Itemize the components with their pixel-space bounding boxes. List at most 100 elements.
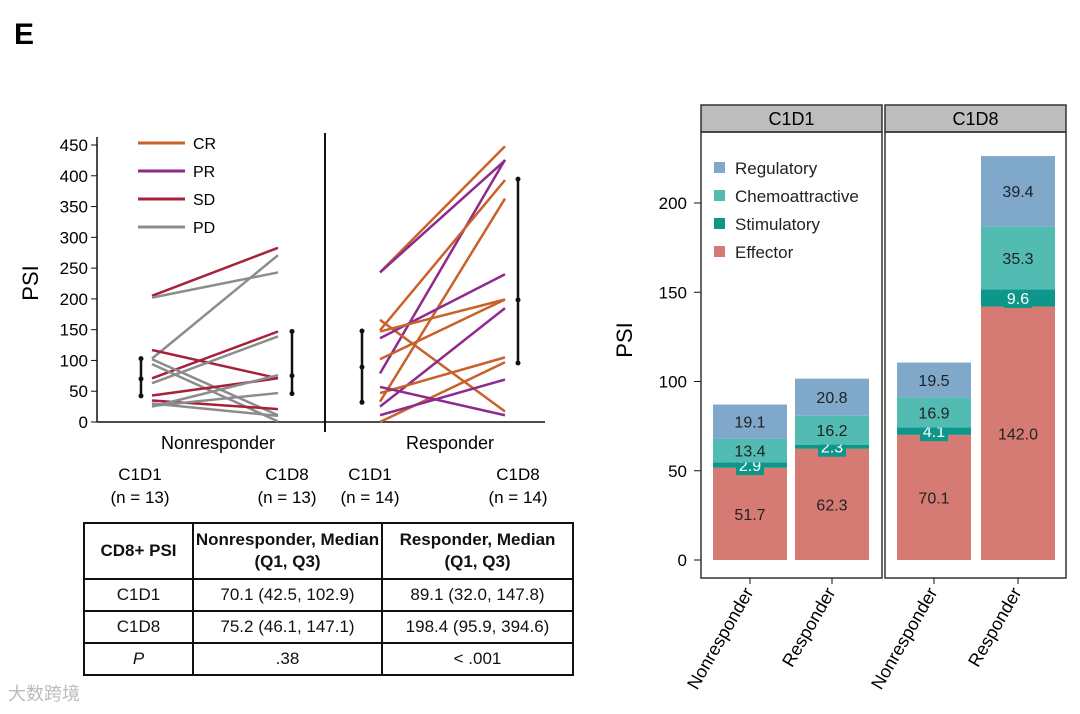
bar-segment-regulatory bbox=[897, 362, 971, 398]
facet-strip bbox=[700, 104, 883, 133]
legend-swatch-regulatory bbox=[714, 162, 725, 173]
table-cell: C1D1 bbox=[83, 578, 194, 612]
data-label: 9.6 bbox=[1007, 291, 1029, 308]
data-label: 142.0 bbox=[998, 426, 1038, 443]
table-row: P .38 < .001 bbox=[83, 642, 574, 676]
label-bg bbox=[1004, 289, 1032, 308]
y-tick-label: 100 bbox=[659, 373, 687, 392]
bar-segment-chemoattractive bbox=[713, 438, 787, 463]
patient-line-CR bbox=[379, 145, 506, 274]
y-tick-label: 150 bbox=[659, 283, 687, 302]
patient-line-PD bbox=[151, 271, 279, 299]
summary-point bbox=[138, 376, 144, 382]
table-cell: 70.1 (42.5, 102.9) bbox=[192, 578, 383, 612]
y-tick-label: 450 bbox=[60, 136, 88, 155]
patient-line-PD bbox=[151, 402, 279, 418]
data-label: 19.5 bbox=[918, 373, 949, 390]
legend-label: Stimulatory bbox=[735, 215, 821, 234]
y-tick-label: 400 bbox=[60, 167, 88, 186]
patient-line-SD bbox=[151, 348, 279, 380]
table-cell: 198.4 (95.9, 394.6) bbox=[381, 610, 574, 644]
x-tick-label: Nonresponder bbox=[683, 584, 757, 693]
timepoint-label: C1D1 bbox=[348, 465, 391, 484]
n-label: (n = 13) bbox=[110, 488, 169, 507]
data-label: 19.1 bbox=[734, 415, 765, 432]
y-tick-label: 300 bbox=[60, 228, 88, 247]
table-cell: 89.1 (32.0, 147.8) bbox=[381, 578, 574, 612]
y-tick-label: 50 bbox=[668, 462, 687, 481]
patient-line-PR bbox=[379, 385, 506, 417]
n-label: (n = 13) bbox=[257, 488, 316, 507]
y-tick-label: 350 bbox=[60, 198, 88, 217]
x-tick-label: Responder bbox=[964, 584, 1025, 670]
y-tick-label: 0 bbox=[79, 413, 88, 432]
data-label: 35.3 bbox=[1002, 251, 1033, 268]
bar-segment-effector bbox=[795, 448, 869, 560]
patient-line-PR bbox=[379, 378, 506, 417]
patient-line-PR bbox=[378, 159, 507, 375]
y-tick-label: 250 bbox=[60, 259, 88, 278]
y-tick-label: 200 bbox=[659, 194, 687, 213]
group-label: Nonresponder bbox=[161, 433, 275, 453]
legend-swatch-chemoattractive bbox=[714, 190, 725, 201]
patient-line-PD bbox=[151, 374, 279, 408]
bar-segment-chemoattractive bbox=[981, 226, 1055, 290]
data-label: 20.8 bbox=[816, 390, 847, 407]
bar-segment-effector bbox=[897, 434, 971, 560]
bar-segment-regulatory bbox=[795, 378, 869, 416]
patient-line-PD bbox=[151, 335, 279, 385]
patient-line-PD bbox=[151, 362, 279, 423]
timepoint-label: C1D1 bbox=[118, 465, 161, 484]
bar-segment-chemoattractive bbox=[795, 415, 869, 445]
bar-segment-effector bbox=[713, 467, 787, 560]
y-tick-label: 0 bbox=[678, 551, 687, 570]
patient-line-SD bbox=[151, 330, 279, 380]
data-label: 13.4 bbox=[734, 444, 765, 461]
data-label: 16.9 bbox=[918, 405, 949, 422]
table-cell: P bbox=[83, 642, 194, 676]
y-tick-label: 200 bbox=[60, 290, 88, 309]
summary-point bbox=[359, 399, 365, 405]
data-label: 51.7 bbox=[734, 507, 765, 524]
table-header-row: CD8+ PSI Nonresponder, Median (Q1, Q3) R… bbox=[83, 522, 574, 580]
summary-point bbox=[289, 391, 295, 397]
facet-panel bbox=[700, 131, 883, 579]
legend-label: Chemoattractive bbox=[735, 187, 859, 206]
legend-label: PR bbox=[193, 164, 215, 181]
facet-label: C1D1 bbox=[768, 109, 814, 129]
patient-line-CR bbox=[379, 361, 506, 424]
bar-segment-effector bbox=[981, 306, 1055, 560]
legend-label: Regulatory bbox=[735, 159, 818, 178]
summary-point bbox=[289, 373, 295, 379]
patient-line-PR bbox=[379, 307, 506, 408]
y-axis-label: PSI bbox=[18, 265, 43, 300]
table-cell: .38 bbox=[192, 642, 383, 676]
summary-point bbox=[359, 328, 365, 334]
data-label: 70.1 bbox=[918, 490, 949, 507]
summary-point bbox=[359, 364, 365, 370]
y-axis-label: PSI bbox=[612, 322, 637, 357]
data-label: 16.2 bbox=[816, 423, 847, 440]
summary-table: CD8+ PSI Nonresponder, Median (Q1, Q3) R… bbox=[83, 522, 574, 676]
table-header: Nonresponder, Median (Q1, Q3) bbox=[192, 522, 383, 580]
patient-line-SD bbox=[151, 246, 279, 297]
legend-label: PD bbox=[193, 220, 215, 237]
n-label: (n = 14) bbox=[340, 488, 399, 507]
group-label: Responder bbox=[406, 433, 494, 453]
table-cell: 75.2 (46.1, 147.1) bbox=[192, 610, 383, 644]
legend-label: Effector bbox=[735, 243, 794, 262]
watermark: 大数跨境 bbox=[8, 684, 80, 705]
legend-label: SD bbox=[193, 192, 215, 209]
patient-line-CR bbox=[379, 298, 506, 333]
summary-point bbox=[515, 297, 521, 303]
bar-segment-regulatory bbox=[713, 404, 787, 439]
timepoint-label: C1D8 bbox=[496, 465, 539, 484]
legend-label: CR bbox=[193, 136, 216, 153]
summary-point bbox=[138, 356, 144, 362]
patient-line-CR bbox=[378, 197, 507, 403]
label-bg bbox=[920, 423, 948, 442]
patient-line-PD bbox=[151, 254, 279, 360]
patient-line-CR bbox=[379, 179, 506, 332]
y-tick-label: 100 bbox=[60, 351, 88, 370]
x-tick-label: Responder bbox=[778, 584, 839, 670]
